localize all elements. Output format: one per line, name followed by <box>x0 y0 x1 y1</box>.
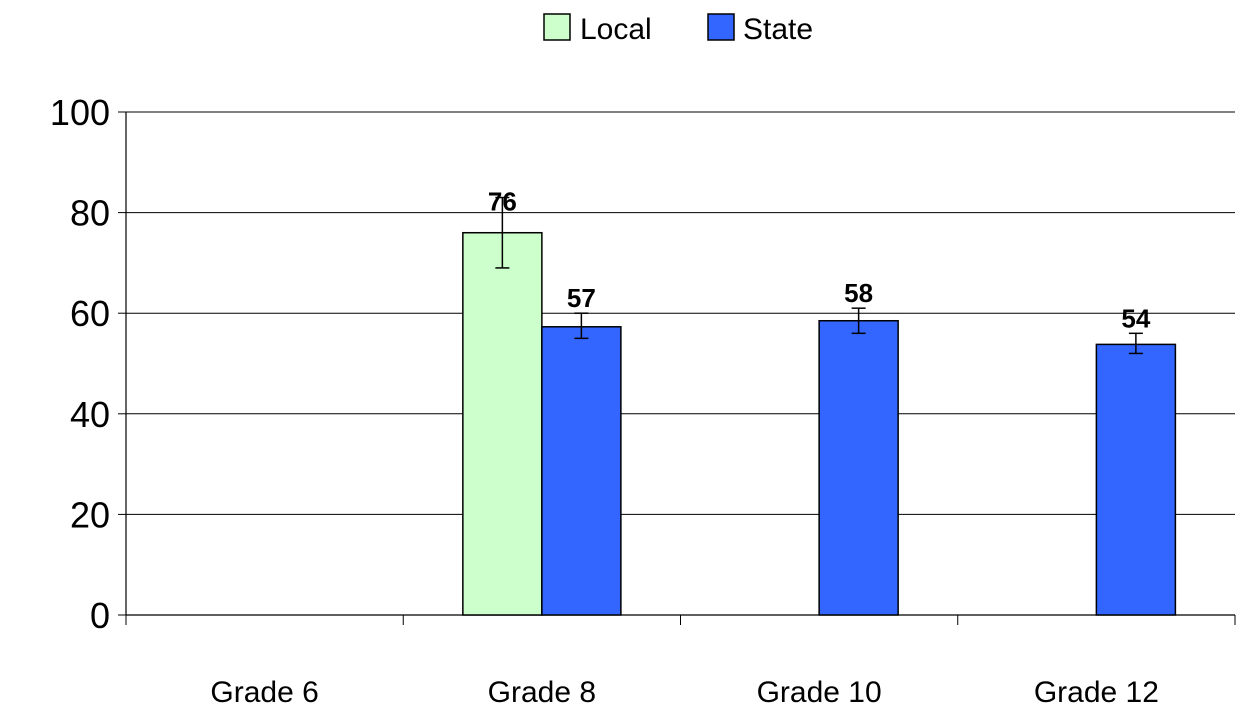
legend-label-state: State <box>743 13 813 46</box>
bar-state-grade-12 <box>1095 343 1177 616</box>
x-tick-label: Grade 6 <box>210 676 318 709</box>
bar-state-grade-10 <box>818 319 899 616</box>
legend-label-local: Local <box>580 13 652 46</box>
x-tick-label: Grade 10 <box>757 676 882 709</box>
y-tick-label: 60 <box>70 293 110 334</box>
x-axis: Grade 6 Grade 8 Grade 10 Grade 12 <box>125 614 1236 709</box>
legend: Local State <box>543 13 813 46</box>
y-tick-label: 40 <box>70 394 110 435</box>
error-bars <box>495 196 1143 355</box>
data-label: 57 <box>567 283 596 313</box>
bar-state-grade-8 <box>541 326 622 616</box>
y-tick-label: 20 <box>70 494 110 535</box>
data-label: 58 <box>844 278 873 308</box>
x-tick-label: Grade 8 <box>488 676 596 709</box>
data-labels: 76 57 58 54 <box>488 187 1151 334</box>
bar-local-grade-8 <box>462 231 543 616</box>
legend-swatch-local <box>543 13 571 41</box>
data-label: 76 <box>488 187 517 217</box>
gridlines <box>126 111 1235 515</box>
legend-swatch-state <box>707 13 735 41</box>
x-tick-label: Grade 12 <box>1034 676 1159 709</box>
y-tick-label: 80 <box>70 193 110 234</box>
data-label: 54 <box>1121 303 1150 333</box>
y-tick-label: 0 <box>90 595 110 636</box>
bars <box>462 231 1177 616</box>
y-axis: 0 20 40 60 80 100 <box>50 92 127 636</box>
y-tick-label: 100 <box>50 92 110 133</box>
